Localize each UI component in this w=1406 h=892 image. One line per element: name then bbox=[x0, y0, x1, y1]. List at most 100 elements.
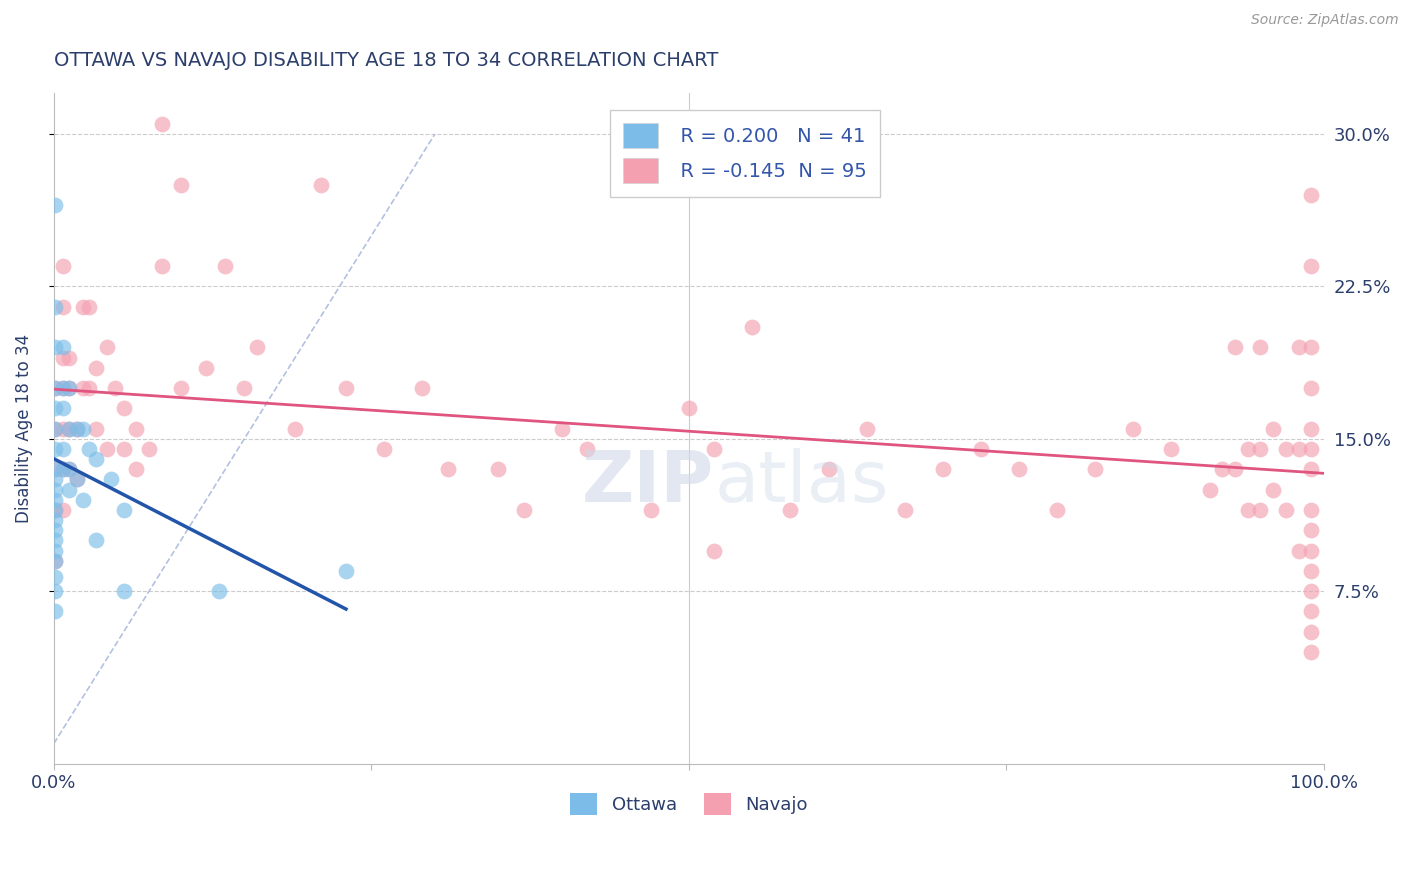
Point bbox=[150, 117, 173, 131]
Point bbox=[58, 462, 80, 476]
Point bbox=[44, 605, 66, 619]
Point bbox=[44, 300, 66, 314]
Point bbox=[138, 442, 160, 456]
Point bbox=[170, 178, 193, 192]
Point bbox=[214, 259, 236, 273]
Point bbox=[1249, 503, 1271, 517]
Point bbox=[72, 381, 94, 395]
Point bbox=[66, 472, 89, 486]
Point bbox=[1301, 340, 1323, 354]
Point bbox=[741, 320, 763, 334]
Point bbox=[44, 533, 66, 548]
Point bbox=[894, 503, 917, 517]
Y-axis label: Disability Age 18 to 34: Disability Age 18 to 34 bbox=[15, 334, 32, 524]
Point bbox=[52, 340, 75, 354]
Point bbox=[1223, 340, 1246, 354]
Point bbox=[1301, 523, 1323, 537]
Point bbox=[411, 381, 433, 395]
Point bbox=[125, 422, 148, 436]
Point bbox=[373, 442, 395, 456]
Text: atlas: atlas bbox=[714, 448, 889, 516]
Point bbox=[112, 503, 135, 517]
Text: OTTAWA VS NAVAJO DISABILITY AGE 18 TO 34 CORRELATION CHART: OTTAWA VS NAVAJO DISABILITY AGE 18 TO 34… bbox=[53, 51, 718, 70]
Point bbox=[1249, 340, 1271, 354]
Point bbox=[1301, 564, 1323, 578]
Point bbox=[44, 340, 66, 354]
Point bbox=[44, 422, 66, 436]
Point bbox=[1261, 422, 1284, 436]
Point bbox=[284, 422, 307, 436]
Point bbox=[335, 564, 357, 578]
Point bbox=[513, 503, 536, 517]
Point bbox=[79, 442, 101, 456]
Point bbox=[1301, 543, 1323, 558]
Point bbox=[436, 462, 458, 476]
Point bbox=[44, 198, 66, 212]
Point bbox=[1301, 462, 1323, 476]
Point bbox=[1249, 442, 1271, 456]
Point bbox=[703, 442, 725, 456]
Point bbox=[58, 422, 80, 436]
Point bbox=[44, 401, 66, 416]
Point bbox=[1301, 381, 1323, 395]
Point bbox=[44, 554, 66, 568]
Point bbox=[1236, 442, 1258, 456]
Point bbox=[1288, 442, 1310, 456]
Point bbox=[58, 381, 80, 395]
Point bbox=[66, 422, 89, 436]
Point bbox=[44, 543, 66, 558]
Point bbox=[1236, 503, 1258, 517]
Point bbox=[79, 381, 101, 395]
Point bbox=[817, 462, 839, 476]
Point bbox=[1084, 462, 1107, 476]
Legend: Ottawa, Navajo: Ottawa, Navajo bbox=[562, 785, 815, 822]
Point bbox=[779, 503, 801, 517]
Point bbox=[1301, 624, 1323, 639]
Point bbox=[208, 584, 231, 599]
Point bbox=[335, 381, 357, 395]
Point bbox=[52, 462, 75, 476]
Point bbox=[44, 503, 66, 517]
Point bbox=[52, 351, 75, 365]
Point bbox=[72, 300, 94, 314]
Point bbox=[1301, 259, 1323, 273]
Point bbox=[52, 300, 75, 314]
Point bbox=[1275, 503, 1298, 517]
Point bbox=[678, 401, 700, 416]
Point bbox=[58, 351, 80, 365]
Point bbox=[96, 442, 118, 456]
Point bbox=[44, 584, 66, 599]
Point bbox=[309, 178, 332, 192]
Point bbox=[1008, 462, 1031, 476]
Point bbox=[1211, 462, 1233, 476]
Point bbox=[72, 492, 94, 507]
Point bbox=[703, 543, 725, 558]
Point bbox=[932, 462, 955, 476]
Point bbox=[52, 259, 75, 273]
Text: Source: ZipAtlas.com: Source: ZipAtlas.com bbox=[1251, 13, 1399, 28]
Point bbox=[44, 462, 66, 476]
Point bbox=[58, 483, 80, 497]
Point bbox=[44, 462, 66, 476]
Point bbox=[44, 422, 66, 436]
Point bbox=[58, 381, 80, 395]
Point bbox=[1288, 340, 1310, 354]
Point bbox=[1301, 645, 1323, 659]
Point bbox=[1301, 188, 1323, 202]
Point bbox=[104, 381, 127, 395]
Point bbox=[855, 422, 877, 436]
Point bbox=[551, 422, 574, 436]
Point bbox=[84, 533, 107, 548]
Point bbox=[58, 462, 80, 476]
Point bbox=[44, 442, 66, 456]
Point bbox=[52, 401, 75, 416]
Point bbox=[66, 472, 89, 486]
Point bbox=[1122, 422, 1144, 436]
Point bbox=[44, 381, 66, 395]
Point bbox=[52, 381, 75, 395]
Point bbox=[170, 381, 193, 395]
Point bbox=[1223, 462, 1246, 476]
Point bbox=[52, 381, 75, 395]
Point bbox=[44, 554, 66, 568]
Point bbox=[1288, 543, 1310, 558]
